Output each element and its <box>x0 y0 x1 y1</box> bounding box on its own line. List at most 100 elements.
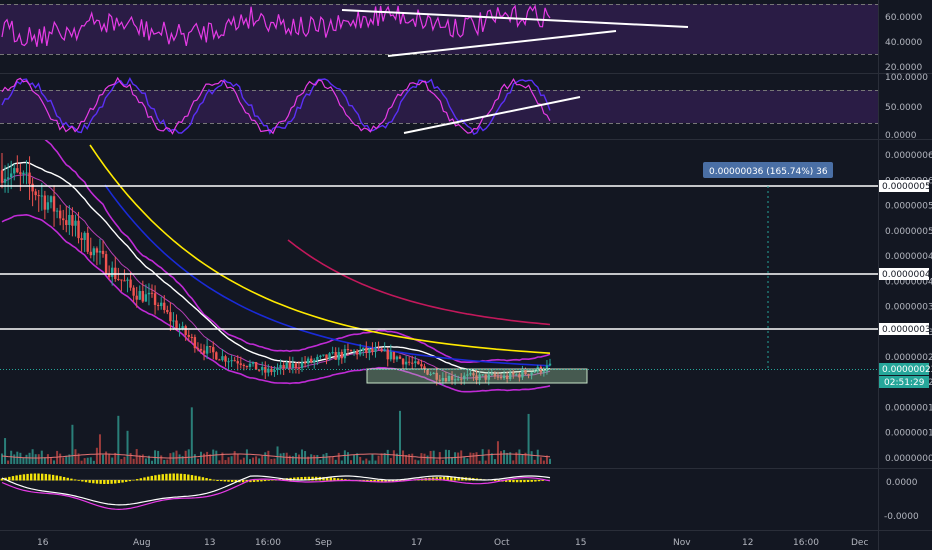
candle-body <box>279 365 282 368</box>
macd-hist-bar <box>205 478 208 481</box>
volume-bar <box>405 454 408 464</box>
candle-body <box>355 350 359 355</box>
candle-body <box>25 172 28 174</box>
candle-body <box>374 348 377 352</box>
macd-hist-bar <box>340 478 343 481</box>
candle-body <box>205 346 209 354</box>
volume-bar <box>365 458 368 464</box>
volume-bar <box>160 455 163 464</box>
candle-body <box>297 367 301 369</box>
volume-bar <box>500 451 503 464</box>
candle-body <box>150 292 154 294</box>
measure-tag-bg <box>703 162 833 178</box>
volume-bar <box>135 449 138 464</box>
candle-body <box>159 302 163 307</box>
volume-bar <box>261 455 264 464</box>
candle-body <box>438 379 441 381</box>
volume-bar <box>264 452 267 464</box>
volume-bar <box>331 456 334 464</box>
candle-body <box>264 367 267 373</box>
candle-body <box>466 374 469 376</box>
candle-body <box>435 372 438 380</box>
candle-body <box>414 361 417 364</box>
macd-hist-bar <box>395 480 398 482</box>
volume-bar <box>426 455 429 464</box>
candle-body <box>132 287 135 296</box>
macd-hist-bar <box>77 480 80 481</box>
price-tick: 0.00000055 <box>885 202 932 212</box>
macd-hist-bar <box>241 480 245 483</box>
volume-bar <box>279 453 282 464</box>
volume-bar <box>83 458 86 464</box>
macd-hist-bar <box>154 475 157 481</box>
candle-body <box>40 195 43 197</box>
candle-body <box>487 374 490 380</box>
candle-body <box>383 349 386 352</box>
price-panel[interactable]: 0.000000650.000000600.000000550.00000050… <box>0 128 932 464</box>
candle-body <box>16 168 19 173</box>
macd-hist-bar <box>461 477 464 481</box>
rsi-trendline-upper[interactable] <box>341 9 689 28</box>
macd-hist-bar <box>230 480 234 482</box>
volume-bar <box>325 452 328 464</box>
macd-hist-bar <box>380 480 384 483</box>
volume-bar <box>46 454 49 464</box>
volume-bar <box>282 452 285 464</box>
candle-body <box>505 375 509 380</box>
time-label-nov: Nov <box>673 538 691 548</box>
candle-body <box>282 365 285 369</box>
candle-body <box>43 195 47 210</box>
countdown-tag-bg <box>879 376 929 388</box>
candle-body <box>163 302 166 310</box>
candle-body <box>456 378 460 380</box>
candle-body <box>95 248 99 253</box>
candle-body <box>319 355 322 357</box>
volume-bar <box>334 459 337 464</box>
volume-bar <box>521 454 524 464</box>
candle-body <box>199 348 203 351</box>
candle-body <box>340 351 344 359</box>
volume-bar <box>126 430 129 464</box>
consolidation-range-box[interactable] <box>366 368 588 384</box>
rsi-trendline-lower[interactable] <box>387 30 617 57</box>
volume-bar <box>129 453 132 464</box>
candle-body <box>123 280 126 282</box>
candle-body <box>233 360 236 362</box>
volume-bar <box>346 452 349 464</box>
volume-bar <box>273 458 276 464</box>
price-tick: 0.00000035 <box>885 303 932 313</box>
bollinger-lower <box>1 213 551 393</box>
rsi-series <box>1 4 551 47</box>
price-tick: 0.00000025 <box>885 353 932 363</box>
macd-signal-line <box>1 477 551 511</box>
candle-body <box>175 320 178 330</box>
macd-hist-bar <box>183 474 186 481</box>
stoch-panel[interactable]: 100.0000 50.0000 0.0000 <box>0 73 928 141</box>
candle-body <box>417 361 420 365</box>
macd-panel[interactable]: 0.0000 -0.0000 <box>0 473 919 522</box>
rsi-panel[interactable]: 60.0000 40.0000 20.0000 <box>0 4 922 73</box>
candle-body <box>89 251 92 256</box>
candle-body <box>104 254 108 274</box>
bollinger-upper <box>44 140 551 363</box>
volume-bar <box>4 438 7 464</box>
macd-hist-bar <box>81 480 84 482</box>
macd-hist-bar <box>209 478 212 481</box>
time-label-dec: Dec <box>851 538 868 548</box>
macd-hist-bar <box>439 476 442 481</box>
volume-bar <box>141 454 144 464</box>
volume-bar <box>74 449 77 464</box>
volume-bar <box>411 453 414 464</box>
stoch-trendline[interactable] <box>403 96 581 134</box>
volume-bar <box>199 451 202 464</box>
level-tag-41-bg <box>879 268 929 280</box>
macd-hist-bar <box>252 480 256 482</box>
volume-bar <box>31 449 34 464</box>
candle-body <box>377 348 380 350</box>
candle-body <box>512 372 515 375</box>
candle-body <box>31 183 34 192</box>
volume-bar <box>374 460 377 464</box>
candle-body <box>138 291 141 300</box>
